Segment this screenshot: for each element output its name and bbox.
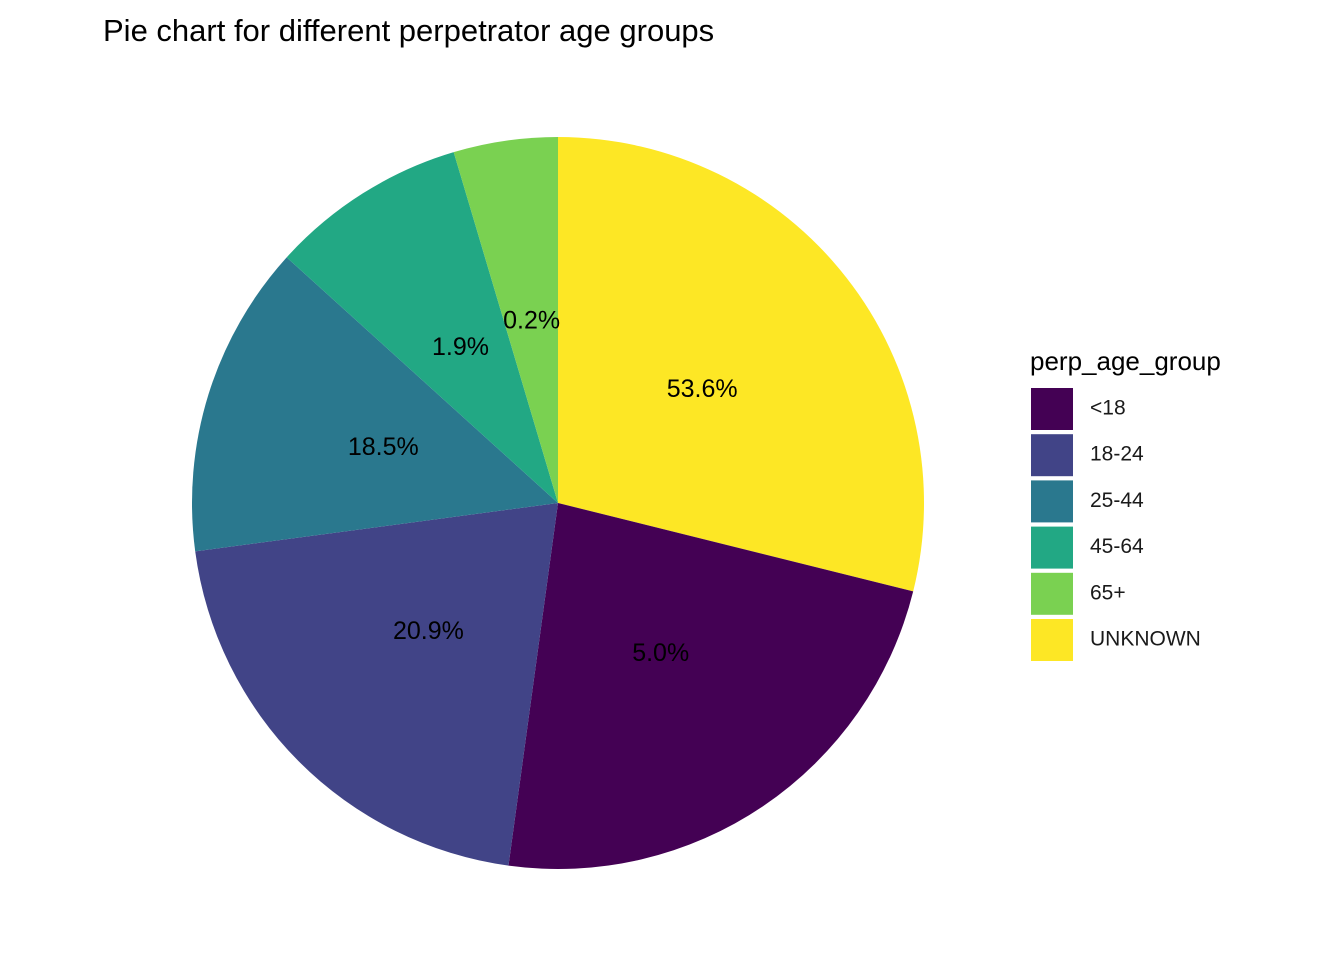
- legend-key-18-24: [1031, 434, 1073, 477]
- legend-key-25-44: [1031, 480, 1073, 523]
- pie-slice-lt18: [508, 503, 914, 869]
- legend-label-18-24: 18-24: [1090, 443, 1144, 466]
- legend-label-unknown: UNKNOWN: [1090, 628, 1201, 651]
- legend-key-65plus: [1031, 572, 1073, 615]
- legend: perp_age_group <18 18-24 25-44 45-64 65+ UNKN…: [1030, 346, 1221, 661]
- legend-key-unknown: [1031, 619, 1073, 661]
- pie-slice-18-24: [195, 503, 558, 866]
- chart-title: Pie chart for different perpetrator age …: [103, 13, 714, 48]
- legend-label-25-44: 25-44: [1090, 489, 1144, 512]
- pie-slices: [191, 137, 925, 869]
- legend-key-45-64: [1031, 526, 1073, 569]
- pie-slice-65plus: [453, 137, 558, 503]
- slice-label-5: 0.2%: [503, 307, 560, 335]
- slice-label-4: 1.9%: [432, 333, 489, 361]
- pie-slice-labels: 53.6% 5.0% 20.9% 18.5% 1.9% 0.2%: [348, 307, 738, 668]
- pie-slice-25-44: [191, 257, 558, 552]
- legend-label-lt18: <18: [1090, 397, 1126, 420]
- slice-label-1: 5.0%: [632, 639, 689, 667]
- slice-label-0: 53.6%: [667, 375, 738, 403]
- legend-key-lt18: [1031, 388, 1073, 430]
- legend-label-45-64: 45-64: [1090, 535, 1144, 558]
- pie-slice-unknown: [558, 137, 925, 592]
- legend-label-65plus: 65+: [1090, 581, 1126, 604]
- legend-title: perp_age_group: [1030, 346, 1221, 376]
- slice-label-3: 18.5%: [348, 433, 419, 461]
- pie-slice-45-64: [286, 152, 558, 503]
- slice-label-2: 20.9%: [393, 617, 464, 645]
